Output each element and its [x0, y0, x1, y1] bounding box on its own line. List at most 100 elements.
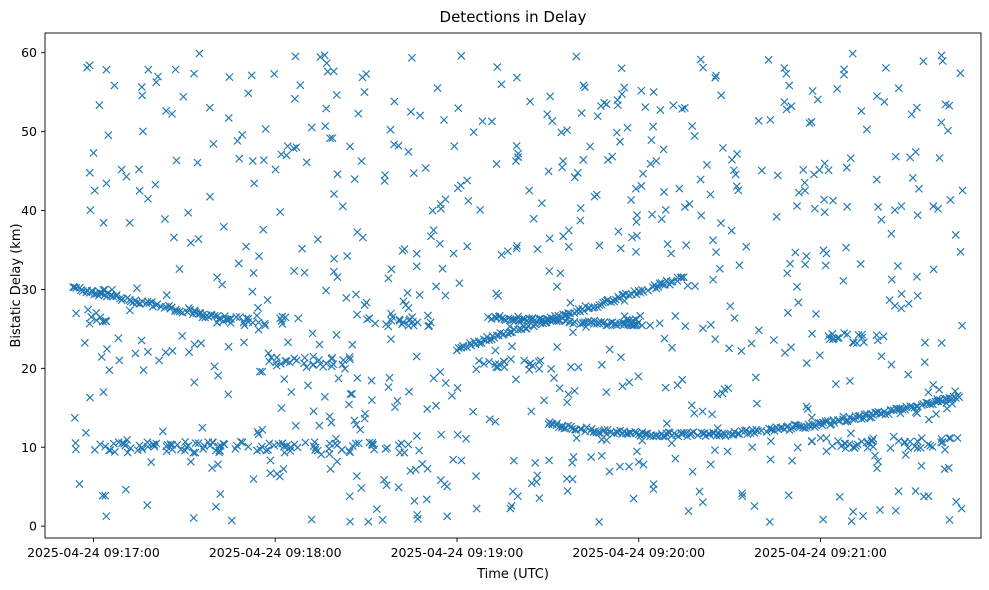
data-point-557 [181, 437, 190, 446]
data-point-236 [597, 318, 606, 327]
data-point-538 [162, 447, 171, 456]
data-point-1445 [492, 289, 501, 298]
data-point-641 [472, 365, 481, 374]
data-point-946 [881, 63, 890, 72]
data-point-785 [406, 466, 415, 475]
data-point-800 [235, 154, 244, 163]
data-point-360 [765, 424, 774, 433]
data-point-1257 [750, 502, 759, 511]
data-point-807 [70, 413, 79, 422]
data-point-1132 [874, 203, 883, 212]
data-point-1341 [919, 492, 928, 501]
data-point-1106 [161, 348, 170, 357]
data-point-1153 [171, 65, 180, 74]
data-point-559 [143, 442, 152, 451]
data-point-208 [536, 314, 545, 323]
data-point-1168 [932, 410, 941, 419]
y-axis-label: Bistatic Delay (km) [9, 223, 24, 347]
data-point-1313 [135, 165, 144, 174]
data-point-1285 [333, 170, 342, 179]
data-point-152 [614, 292, 623, 301]
data-point-1395 [946, 195, 955, 204]
data-point-1214 [831, 380, 840, 389]
data-point-1218 [553, 282, 562, 291]
data-point-820 [891, 506, 900, 515]
data-point-949 [238, 130, 247, 139]
data-point-421 [881, 410, 890, 419]
data-point-1056 [696, 175, 705, 184]
data-point-920 [491, 417, 500, 426]
data-point-621 [395, 315, 404, 324]
data-point-764 [190, 69, 199, 78]
data-point-495 [368, 438, 377, 447]
data-point-1404 [81, 428, 90, 437]
data-point-655 [620, 319, 629, 328]
data-point-1079 [846, 154, 855, 163]
data-point-1429 [360, 301, 369, 310]
data-point-1136 [387, 265, 396, 274]
data-point-561 [98, 317, 107, 326]
data-point-95 [492, 331, 501, 340]
data-point-1340 [625, 378, 634, 387]
data-point-1009 [698, 407, 707, 416]
data-point-1403 [873, 92, 882, 101]
data-point-1043 [399, 297, 408, 306]
data-point-773 [313, 235, 322, 244]
data-point-1241 [453, 383, 462, 392]
data-point-714 [916, 443, 925, 452]
data-point-357 [753, 427, 762, 436]
data-point-1386 [255, 367, 264, 376]
data-point-777 [271, 165, 280, 174]
data-point-1367 [948, 399, 957, 408]
data-point-1162 [616, 137, 625, 146]
data-point-774 [593, 112, 602, 121]
data-point-1308 [351, 290, 360, 299]
data-point-1373 [938, 57, 947, 66]
data-point-135 [579, 306, 588, 315]
data-point-899 [647, 136, 656, 145]
data-point-627 [408, 313, 417, 322]
x-tick-label-1: 2025-04-24 09:18:00 [209, 545, 342, 560]
data-point-305 [641, 429, 650, 438]
data-point-804 [135, 186, 144, 195]
data-point-716 [946, 434, 955, 443]
data-point-1148 [623, 123, 632, 132]
data-point-818 [441, 379, 450, 388]
data-point-586 [220, 312, 229, 321]
data-point-910 [307, 515, 316, 524]
data-point-1274 [472, 504, 481, 513]
data-point-981 [535, 494, 544, 503]
data-point-1295 [618, 382, 627, 391]
data-point-1425 [811, 309, 821, 318]
data-point-1221 [294, 314, 303, 323]
data-point-987 [393, 396, 402, 405]
data-point-144 [599, 298, 608, 307]
data-point-651 [536, 356, 545, 365]
data-point-1226 [330, 189, 339, 198]
data-point-875 [602, 388, 611, 397]
data-point-1374 [325, 412, 334, 421]
data-point-969 [248, 287, 257, 296]
data-point-1365 [436, 200, 445, 209]
data-point-327 [687, 429, 696, 438]
data-point-827 [197, 339, 206, 348]
data-point-1182 [730, 314, 739, 323]
data-point-1345 [138, 91, 147, 100]
data-point-976 [680, 103, 689, 112]
data-point-1245 [570, 386, 579, 395]
data-point-958 [652, 431, 661, 440]
data-point-1016 [856, 260, 865, 269]
data-point-580 [252, 311, 261, 320]
data-point-1304 [290, 94, 299, 103]
data-point-619 [398, 320, 407, 329]
data-point-1314 [248, 157, 257, 166]
data-point-1006 [178, 331, 187, 340]
data-point-603 [309, 352, 318, 361]
data-point-1117 [412, 352, 421, 361]
data-point-1189 [788, 456, 797, 465]
data-point-1181 [343, 252, 352, 261]
data-point-854 [956, 247, 965, 256]
data-point-1410 [190, 340, 199, 349]
data-point-1176 [890, 301, 899, 310]
